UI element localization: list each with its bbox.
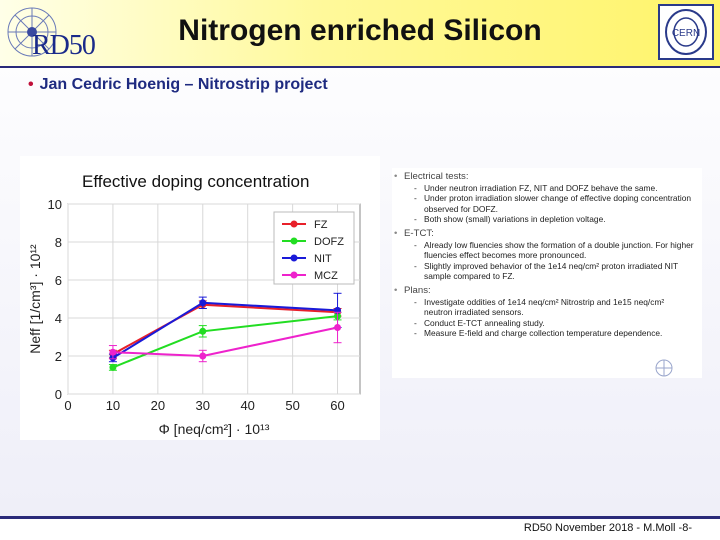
cern-logo: CERN	[656, 2, 716, 62]
x-tick-label: 50	[285, 398, 299, 413]
y-tick-label: 6	[55, 273, 62, 288]
notes-heading: Electrical tests:	[392, 171, 702, 183]
legend-swatch-point	[290, 237, 298, 245]
legend-swatch-point	[290, 254, 298, 262]
legend-entry: FZ	[314, 219, 328, 231]
notes-item: Conduct E-TCT annealing study.	[392, 318, 694, 329]
notes-list: Electrical tests:Under neutron irradiati…	[392, 171, 702, 339]
rd50-logo: RD50	[2, 2, 122, 64]
slide-header	[0, 0, 720, 66]
y-tick-label: 0	[55, 387, 62, 402]
legend-entry: MCZ	[314, 270, 338, 282]
footer-rule	[0, 516, 720, 519]
notes-item: Slightly improved behavior of the 1e14 n…	[392, 261, 694, 282]
notes-item: Measure E-field and charge collection te…	[392, 328, 694, 339]
cern-logo-icon: CERN	[658, 4, 714, 60]
author-bullet: • Jan Cedric Hoenig – Nitrostrip project	[28, 76, 328, 94]
y-tick-label: 4	[55, 311, 62, 326]
bullet-dot-icon: •	[28, 76, 34, 93]
rd50-small-logo-icon	[655, 359, 673, 377]
legend-entry: DOFZ	[314, 236, 344, 248]
data-point	[109, 363, 117, 371]
data-point	[199, 299, 207, 307]
notes-item: Already low fluencies show the formation…	[392, 240, 694, 261]
y-tick-label: 10	[48, 197, 62, 212]
page-title: Nitrogen enriched Silicon	[178, 14, 542, 47]
y-tick-label: 8	[55, 235, 62, 250]
legend-swatch-point	[290, 220, 298, 228]
chart-svg: 0 10 20 30 40 50 60 0 2 4 6 8 10 Φ [neq/cm²] · 10¹³ Ne…	[27, 197, 361, 437]
rd50-logo-text: RD50	[32, 30, 96, 61]
x-tick-label: 40	[240, 398, 254, 413]
x-tick-label: 20	[151, 398, 165, 413]
y-tick-label: 2	[55, 349, 62, 364]
legend-entry: NIT	[314, 253, 332, 265]
rd50-wheel-icon	[7, 7, 57, 57]
chart-title: Effective doping concentration	[82, 172, 310, 191]
footer-text: RD50 November 2018 - M.Moll -8-	[523, 522, 692, 534]
notes-heading: Plans:	[392, 285, 702, 297]
notes-item: Both show (small) variations in depletio…	[392, 214, 694, 225]
x-tick-label: 0	[64, 398, 71, 413]
data-point	[199, 352, 207, 360]
cern-logo-text: CERN	[672, 28, 700, 39]
notes-item: Investigate oddities of 1e14 neq/cm² Nit…	[392, 297, 694, 318]
x-tick-label: 60	[330, 398, 344, 413]
author-bullet-text: Jan Cedric Hoenig – Nitrostrip project	[39, 76, 328, 93]
notes-panel: Electrical tests:Under neutron irradiati…	[392, 168, 702, 378]
x-axis-label: Φ [neq/cm²] · 10¹³	[159, 421, 270, 437]
x-tick-label: 30	[196, 398, 210, 413]
chart-card: Effective doping concentration 0 10 20 30 40…	[20, 156, 380, 440]
notes-heading: E-TCT:	[392, 228, 702, 240]
data-point	[199, 327, 207, 335]
x-tick-label: 10	[106, 398, 120, 413]
notes-item: Under neutron irradiation FZ, NIT and DO…	[392, 183, 694, 194]
notes-item: Under proton irradiation slower change o…	[392, 193, 694, 214]
slide-footer	[0, 516, 720, 540]
header-rule	[0, 66, 720, 68]
data-point	[334, 324, 342, 331]
y-axis-label: Neff [1/cm³] · 10¹²	[27, 244, 43, 354]
legend-swatch-point	[290, 271, 298, 279]
data-point	[109, 348, 117, 356]
